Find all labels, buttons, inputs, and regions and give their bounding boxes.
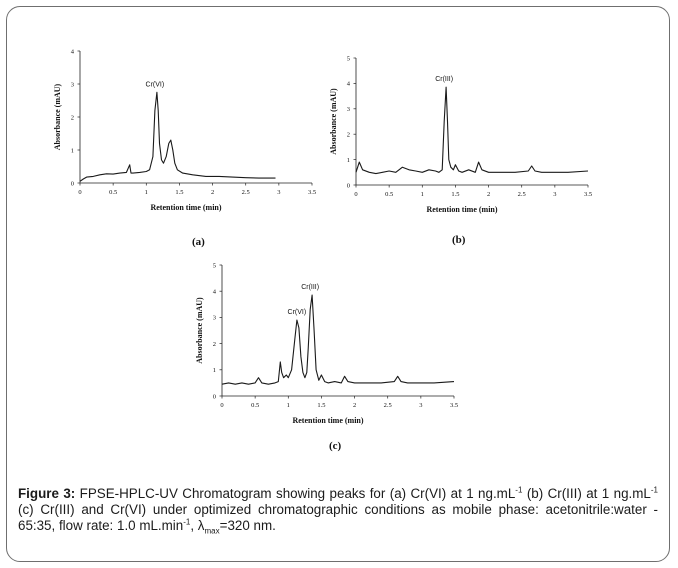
y-tick-label-b: 1 [347, 157, 350, 164]
x-tick-label-a: 2.5 [242, 189, 250, 196]
y-axis-title-b: Absorbance (mAU) [329, 88, 338, 155]
x-tick-label-c: 3.5 [450, 402, 458, 409]
panel-label-b: (b) [452, 234, 466, 246]
y-tick-label-c: 2 [213, 341, 216, 348]
caption-text-3: (c) Cr(III) and Cr(VI) under optimized c… [18, 502, 658, 533]
peak-label-a: Cr(VI) [146, 81, 165, 88]
y-tick-label-a: 1 [71, 147, 74, 154]
chromatogram-c: 0 0.5 1 1.5 2 2.5 3 3.5 0 1 2 3 4 5 Retention time (mi… [195, 262, 458, 425]
peak-label-c: Cr(VI) [288, 309, 307, 316]
caption-sup-1: -1 [515, 485, 523, 495]
x-tick-label-a: 3.5 [308, 189, 316, 196]
x-tick-label-b: 2 [487, 191, 490, 198]
peak-label-c: Cr(III) [301, 284, 319, 291]
x-tick-label-a: 1.5 [175, 189, 183, 196]
caption-text-2: (b) Cr(III) at 1 ng.mL [522, 486, 651, 501]
caption-text-4: , λ [190, 518, 205, 533]
x-tick-label-b: 3 [553, 191, 556, 198]
figure-frame [6, 6, 670, 562]
x-tick-label-c: 0 [220, 402, 223, 409]
x-tick-label-b: 0.5 [385, 191, 393, 198]
chromatogram-b: 0 0.5 1 1.5 2 2.5 3 3.5 0 1 2 3 4 5 Retention time (mi… [329, 55, 592, 214]
x-tick-label-a: 0.5 [109, 189, 117, 196]
y-tick-label-b: 4 [347, 81, 351, 88]
chromatogram-line-b [355, 86, 589, 175]
x-tick-label-b: 2.5 [518, 191, 526, 198]
x-axis-title-b: Retention time (min) [426, 205, 497, 214]
y-tick-label-a: 4 [71, 48, 75, 55]
chromatogram-line-a [79, 91, 276, 182]
x-tick-label-a: 2 [211, 189, 214, 196]
x-tick-label-c: 1 [287, 402, 290, 409]
panel-label-a: (a) [192, 236, 205, 248]
y-axis-title-c: Absorbance (mAU) [195, 297, 204, 364]
x-tick-label-b: 1.5 [451, 191, 459, 198]
chromatogram-line-c [221, 294, 455, 385]
y-tick-label-b: 0 [347, 182, 350, 189]
caption-sup-2: -1 [650, 485, 659, 495]
y-tick-label-c: 4 [213, 289, 217, 296]
x-tick-label-c: 3 [419, 402, 422, 409]
x-tick-label-a: 3 [277, 189, 280, 196]
x-axis-title-c: Retention time (min) [292, 416, 363, 425]
x-axis-title-a: Retention time (min) [150, 203, 221, 212]
caption-sub-4: max [204, 526, 220, 536]
y-tick-label-c: 3 [213, 315, 216, 322]
y-tick-label-b: 3 [347, 106, 350, 113]
x-tick-label-c: 2 [353, 402, 356, 409]
y-tick-label-c: 0 [213, 393, 216, 400]
x-tick-label-a: 0 [78, 189, 81, 196]
x-tick-label-b: 3.5 [584, 191, 592, 198]
caption-sup-3: -1 [183, 517, 191, 527]
y-tick-label-b: 5 [347, 55, 350, 62]
x-tick-label-b: 0 [354, 191, 357, 198]
caption-text-5: =320 nm. [219, 518, 276, 533]
x-tick-label-c: 2.5 [384, 402, 392, 409]
x-tick-label-b: 1 [421, 191, 424, 198]
y-tick-label-a: 3 [71, 81, 74, 88]
panel-label-c: (c) [329, 440, 342, 452]
y-axis-title-a: Absorbance (mAU) [53, 83, 62, 150]
chromatogram-a: 0 0.5 1 1.5 2 2.5 3 3.5 0 1 2 3 4 Retention time (min… [53, 48, 316, 212]
y-tick-label-a: 2 [71, 114, 74, 121]
x-tick-label-a: 1 [145, 189, 148, 196]
x-tick-label-c: 1.5 [317, 402, 325, 409]
y-tick-label-a: 0 [71, 180, 74, 187]
caption-text-1: FPSE-HPLC-UV Chromatogram showing peaks … [75, 486, 516, 501]
peak-label-b: Cr(III) [435, 76, 453, 83]
y-tick-label-b: 2 [347, 132, 350, 139]
figure-caption: Figure 3: FPSE-HPLC-UV Chromatogram show… [18, 485, 659, 536]
caption-lead: Figure 3: [18, 486, 76, 501]
y-tick-label-c: 5 [213, 262, 216, 269]
x-tick-label-c: 0.5 [251, 402, 259, 409]
y-tick-label-c: 1 [213, 367, 216, 374]
